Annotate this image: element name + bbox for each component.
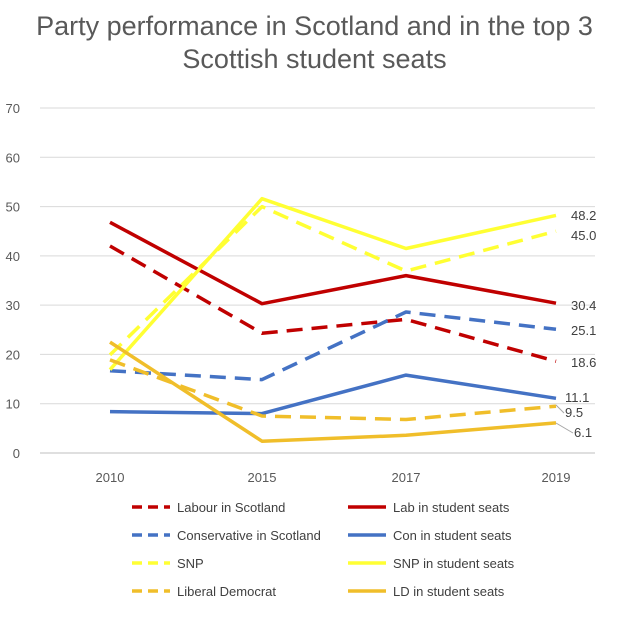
y-tick-label: 50 — [6, 200, 20, 215]
data-label-25-1: 25.1 — [571, 323, 596, 338]
y-tick-label: 40 — [6, 249, 20, 264]
leader-line-6-1 — [555, 422, 574, 434]
legend-label-3: Con in student seats — [393, 528, 512, 543]
chart-title-line-1: Party performance in Scotland and in the… — [36, 11, 593, 41]
legend-label-5: SNP in student seats — [393, 556, 515, 571]
y-tick-label: 60 — [6, 150, 20, 165]
series-line-3 — [109, 373, 557, 416]
series-line-2 — [109, 310, 557, 382]
data-label-9-5: 9.5 — [565, 405, 583, 420]
series-line-0 — [109, 244, 557, 363]
data-label-30-4: 30.4 — [571, 298, 596, 313]
legend-label-0: Labour in Scotland — [177, 500, 285, 515]
data-label-48-2: 48.2 — [571, 208, 596, 223]
y-tick-label: 0 — [13, 446, 20, 461]
series-line-4 — [108, 204, 557, 357]
x-tick-label-2015: 2015 — [248, 470, 277, 485]
data-label-11-1: 11.1 — [565, 390, 589, 405]
y-tick-label: 20 — [6, 347, 20, 362]
y-tick-label: 30 — [6, 298, 20, 313]
y-tick-label: 10 — [6, 397, 20, 412]
legend-label-7: LD in student seats — [393, 584, 505, 599]
x-tick-label-2017: 2017 — [392, 470, 421, 485]
data-label-18-6: 18.6 — [571, 355, 596, 370]
chart-title-line-2: Scottish student seats — [182, 44, 447, 74]
legend-label-2: Conservative in Scotland — [177, 528, 321, 543]
series-line-1 — [109, 220, 557, 306]
y-tick-label: 70 — [6, 101, 20, 116]
series-line-7 — [109, 340, 557, 443]
legend-label-4: SNP — [177, 556, 204, 571]
x-tick-label-2010: 2010 — [96, 470, 125, 485]
legend-label-1: Lab in student seats — [393, 500, 510, 515]
x-tick-label-2019: 2019 — [542, 470, 571, 485]
series-line-5 — [108, 196, 557, 371]
data-label-45-0: 45.0 — [571, 228, 596, 243]
leader-line-9-5 — [555, 404, 565, 414]
legend-label-6: Liberal Democrat — [177, 584, 276, 599]
series-line-6 — [109, 358, 557, 422]
data-label-6-1: 6.1 — [574, 425, 592, 440]
